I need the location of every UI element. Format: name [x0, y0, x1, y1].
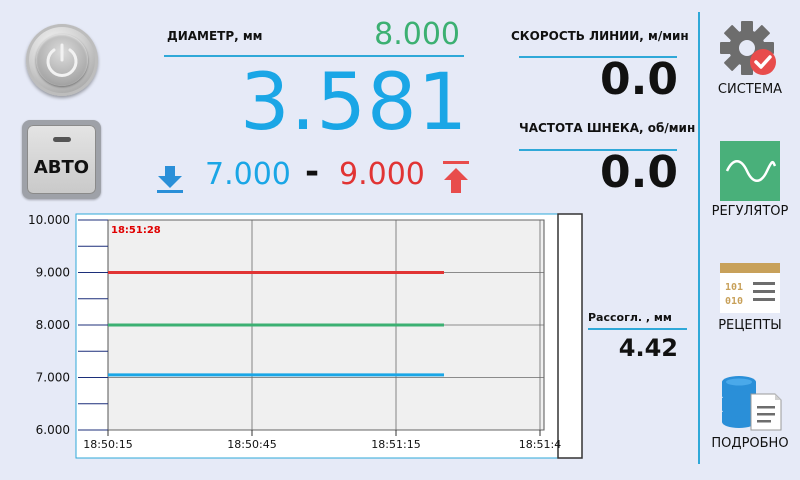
auto-mode-indicator	[53, 137, 71, 142]
tolerance-separator: -	[305, 152, 320, 192]
y-tick-label: 7.000	[36, 371, 70, 385]
auto-mode-button-face: АВТО	[27, 125, 96, 194]
x-tick-label: 18:50:15	[83, 438, 132, 451]
power-button[interactable]	[26, 24, 98, 96]
upper-tolerance-value[interactable]: 9.000	[339, 157, 425, 192]
screw-frequency-divider	[519, 149, 677, 151]
line-speed-value: 0.0	[600, 54, 678, 105]
svg-text:010: 010	[725, 296, 743, 307]
mismatch-label: Рассогл. , мм	[588, 311, 672, 324]
y-tick-label: 8.000	[36, 318, 70, 332]
lower-tolerance-value[interactable]: 7.000	[205, 157, 291, 192]
mismatch-value: 4.42	[618, 334, 678, 362]
diameter-value: 3.581	[240, 58, 469, 148]
sidebar-item-system[interactable]: СИСТЕМА	[702, 14, 798, 109]
recipe-book-icon: 101 010	[720, 263, 780, 313]
sidebar-item-label: ПОДРОБНО	[711, 436, 789, 451]
y-tick-label: 10.000	[28, 213, 70, 227]
sidebar-item-details[interactable]: ПОДРОБНО	[702, 374, 798, 464]
chart-scroll-area[interactable]	[557, 213, 583, 459]
x-tick-label: 18:51:15	[371, 438, 420, 451]
diameter-setpoint[interactable]: 8.000	[374, 17, 460, 52]
screw-frequency-value: 0.0	[600, 147, 678, 198]
lower-limit-icon	[157, 166, 183, 193]
power-icon	[46, 43, 78, 77]
trend-chart-svg: 10.000 9.000 8.000 7.000 6.000 18:50:15 18:50…	[28, 213, 583, 459]
sidebar-item-label: РЕЦЕПТЫ	[718, 318, 782, 333]
auto-mode-button[interactable]: АВТО	[22, 120, 101, 199]
sidebar-item-label: РЕГУЛЯТОР	[711, 204, 789, 219]
svg-text:101: 101	[725, 282, 743, 293]
chart-time-label: 18:51:28	[111, 225, 161, 236]
sidebar-divider	[698, 12, 700, 464]
diameter-label: ДИАМЕТР, мм	[167, 29, 263, 43]
sidebar-item-regulator[interactable]: РЕГУЛЯТОР	[702, 140, 798, 228]
y-tick-label: 9.000	[36, 266, 70, 280]
line-speed-divider	[519, 56, 677, 58]
screw-frequency-label: ЧАСТОТА ШНЕКА, об/мин	[519, 121, 696, 135]
trend-chart[interactable]: 10.000 9.000 8.000 7.000 6.000 18:50:15 18:50…	[0, 212, 590, 462]
y-tick-label: 6.000	[36, 423, 70, 437]
x-tick-label: 18:51:4	[519, 438, 561, 451]
upper-limit-icon	[443, 161, 469, 193]
diameter-divider	[164, 55, 464, 57]
x-tick-label: 18:50:45	[227, 438, 276, 451]
line-speed-label: СКОРОСТЬ ЛИНИИ, м/мин	[511, 29, 689, 43]
sine-wave-icon	[720, 141, 780, 201]
database-document-icon	[722, 376, 782, 431]
mismatch-divider	[588, 328, 687, 330]
sidebar-item-label: СИСТЕМА	[717, 82, 783, 97]
sidebar-item-recipes[interactable]: 101 010 РЕЦЕПТЫ	[702, 262, 798, 342]
auto-mode-label: АВТО	[33, 157, 90, 178]
gear-check-icon	[720, 21, 776, 75]
